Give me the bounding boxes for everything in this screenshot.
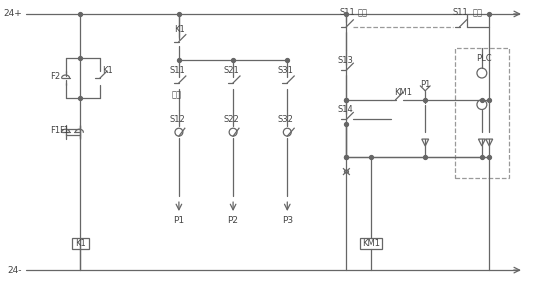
Text: F1: F1 (50, 126, 60, 135)
Text: P2: P2 (227, 216, 239, 225)
Text: 24-: 24- (8, 265, 22, 275)
Text: K1: K1 (75, 239, 86, 248)
Text: 24+: 24+ (4, 9, 22, 18)
Text: S32: S32 (277, 115, 293, 124)
Text: 自动: 自动 (473, 8, 482, 18)
Text: S14: S14 (337, 105, 354, 114)
Text: 自动: 自动 (172, 90, 182, 99)
Text: S12: S12 (169, 115, 185, 124)
Text: K1: K1 (175, 25, 185, 34)
Text: KM1: KM1 (395, 88, 413, 97)
Text: S11: S11 (453, 8, 468, 18)
Text: S11: S11 (169, 66, 185, 75)
Text: 手动: 手动 (357, 8, 367, 18)
Text: P3: P3 (282, 216, 293, 225)
Text: F1: F1 (60, 126, 69, 135)
Text: P1: P1 (420, 80, 430, 89)
Bar (455, 49, 509, 179)
Bar (360, 238, 382, 249)
Text: P1: P1 (174, 216, 184, 225)
Text: S31: S31 (277, 66, 293, 75)
Text: PLC: PLC (476, 54, 492, 63)
Text: K1: K1 (103, 66, 113, 75)
Text: KM1: KM1 (362, 239, 380, 248)
Text: S13: S13 (337, 56, 354, 65)
Text: S22: S22 (223, 115, 239, 124)
Text: F2: F2 (50, 71, 60, 81)
Text: S11: S11 (340, 8, 355, 18)
Bar (72, 238, 89, 249)
Text: S21: S21 (223, 66, 239, 75)
